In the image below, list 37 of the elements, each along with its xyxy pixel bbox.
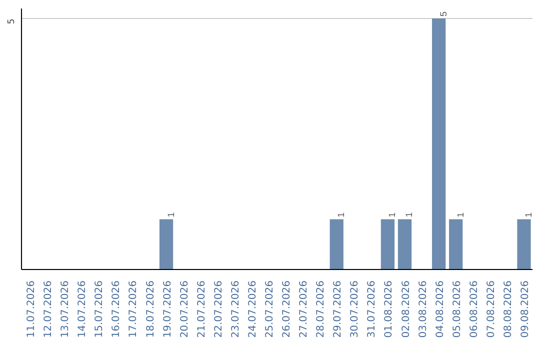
x-tick-label: 19.07.2026 xyxy=(162,280,174,338)
x-tick-label: 18.07.2026 xyxy=(145,280,156,338)
x-tick-label: 07.08.2026 xyxy=(486,280,497,338)
x-tick-label: 30.07.2026 xyxy=(350,280,361,338)
x-tick-label: 31.07.2026 xyxy=(366,280,378,338)
x-tick-label: 01.08.2026 xyxy=(384,280,395,338)
data-label: 1 xyxy=(455,212,466,218)
data-label: 5 xyxy=(438,12,448,17)
x-tick-label: 04.08.2026 xyxy=(434,280,446,338)
x-tick-label: 29.07.2026 xyxy=(332,280,344,338)
x-tick-label: 28.07.2026 xyxy=(316,280,327,338)
x-tick-label: 23.07.2026 xyxy=(230,280,242,338)
data-label: 1 xyxy=(523,212,534,218)
x-tick-label: 03.08.2026 xyxy=(418,280,429,338)
data-label: 1 xyxy=(404,212,414,218)
data-label: 1 xyxy=(166,212,176,218)
x-tick-label: 06.08.2026 xyxy=(468,280,480,338)
x-tick-label: 21.07.2026 xyxy=(196,280,208,338)
x-tick-label: 15.07.2026 xyxy=(94,280,106,338)
x-tick-label: 27.07.2026 xyxy=(298,280,310,338)
x-tick-label: 17.07.2026 xyxy=(128,280,140,338)
x-tick-label: 13.07.2026 xyxy=(60,280,72,338)
x-tick-label: 05.08.2026 xyxy=(452,280,463,338)
x-tick-label: 02.08.2026 xyxy=(400,280,412,338)
x-tick-label: 22.07.2026 xyxy=(213,280,224,338)
x-tick-label: 08.08.2026 xyxy=(502,280,514,338)
data-label: 1 xyxy=(387,212,398,218)
x-tick-label: 12.07.2026 xyxy=(43,280,54,338)
data-label: 1 xyxy=(336,212,346,218)
x-tick-label: 26.07.2026 xyxy=(282,280,293,338)
x-tick-label: 20.07.2026 xyxy=(179,280,190,338)
x-tick-label: 25.07.2026 xyxy=(264,280,276,338)
x-tick-label: 14.07.2026 xyxy=(77,280,88,338)
x-tick-label: 16.07.2026 xyxy=(111,280,122,338)
x-tick-label: 09.08.2026 xyxy=(520,280,531,338)
x-tick-label: 11.07.2026 xyxy=(26,280,38,338)
x-tick-label: 24.07.2026 xyxy=(247,280,258,338)
